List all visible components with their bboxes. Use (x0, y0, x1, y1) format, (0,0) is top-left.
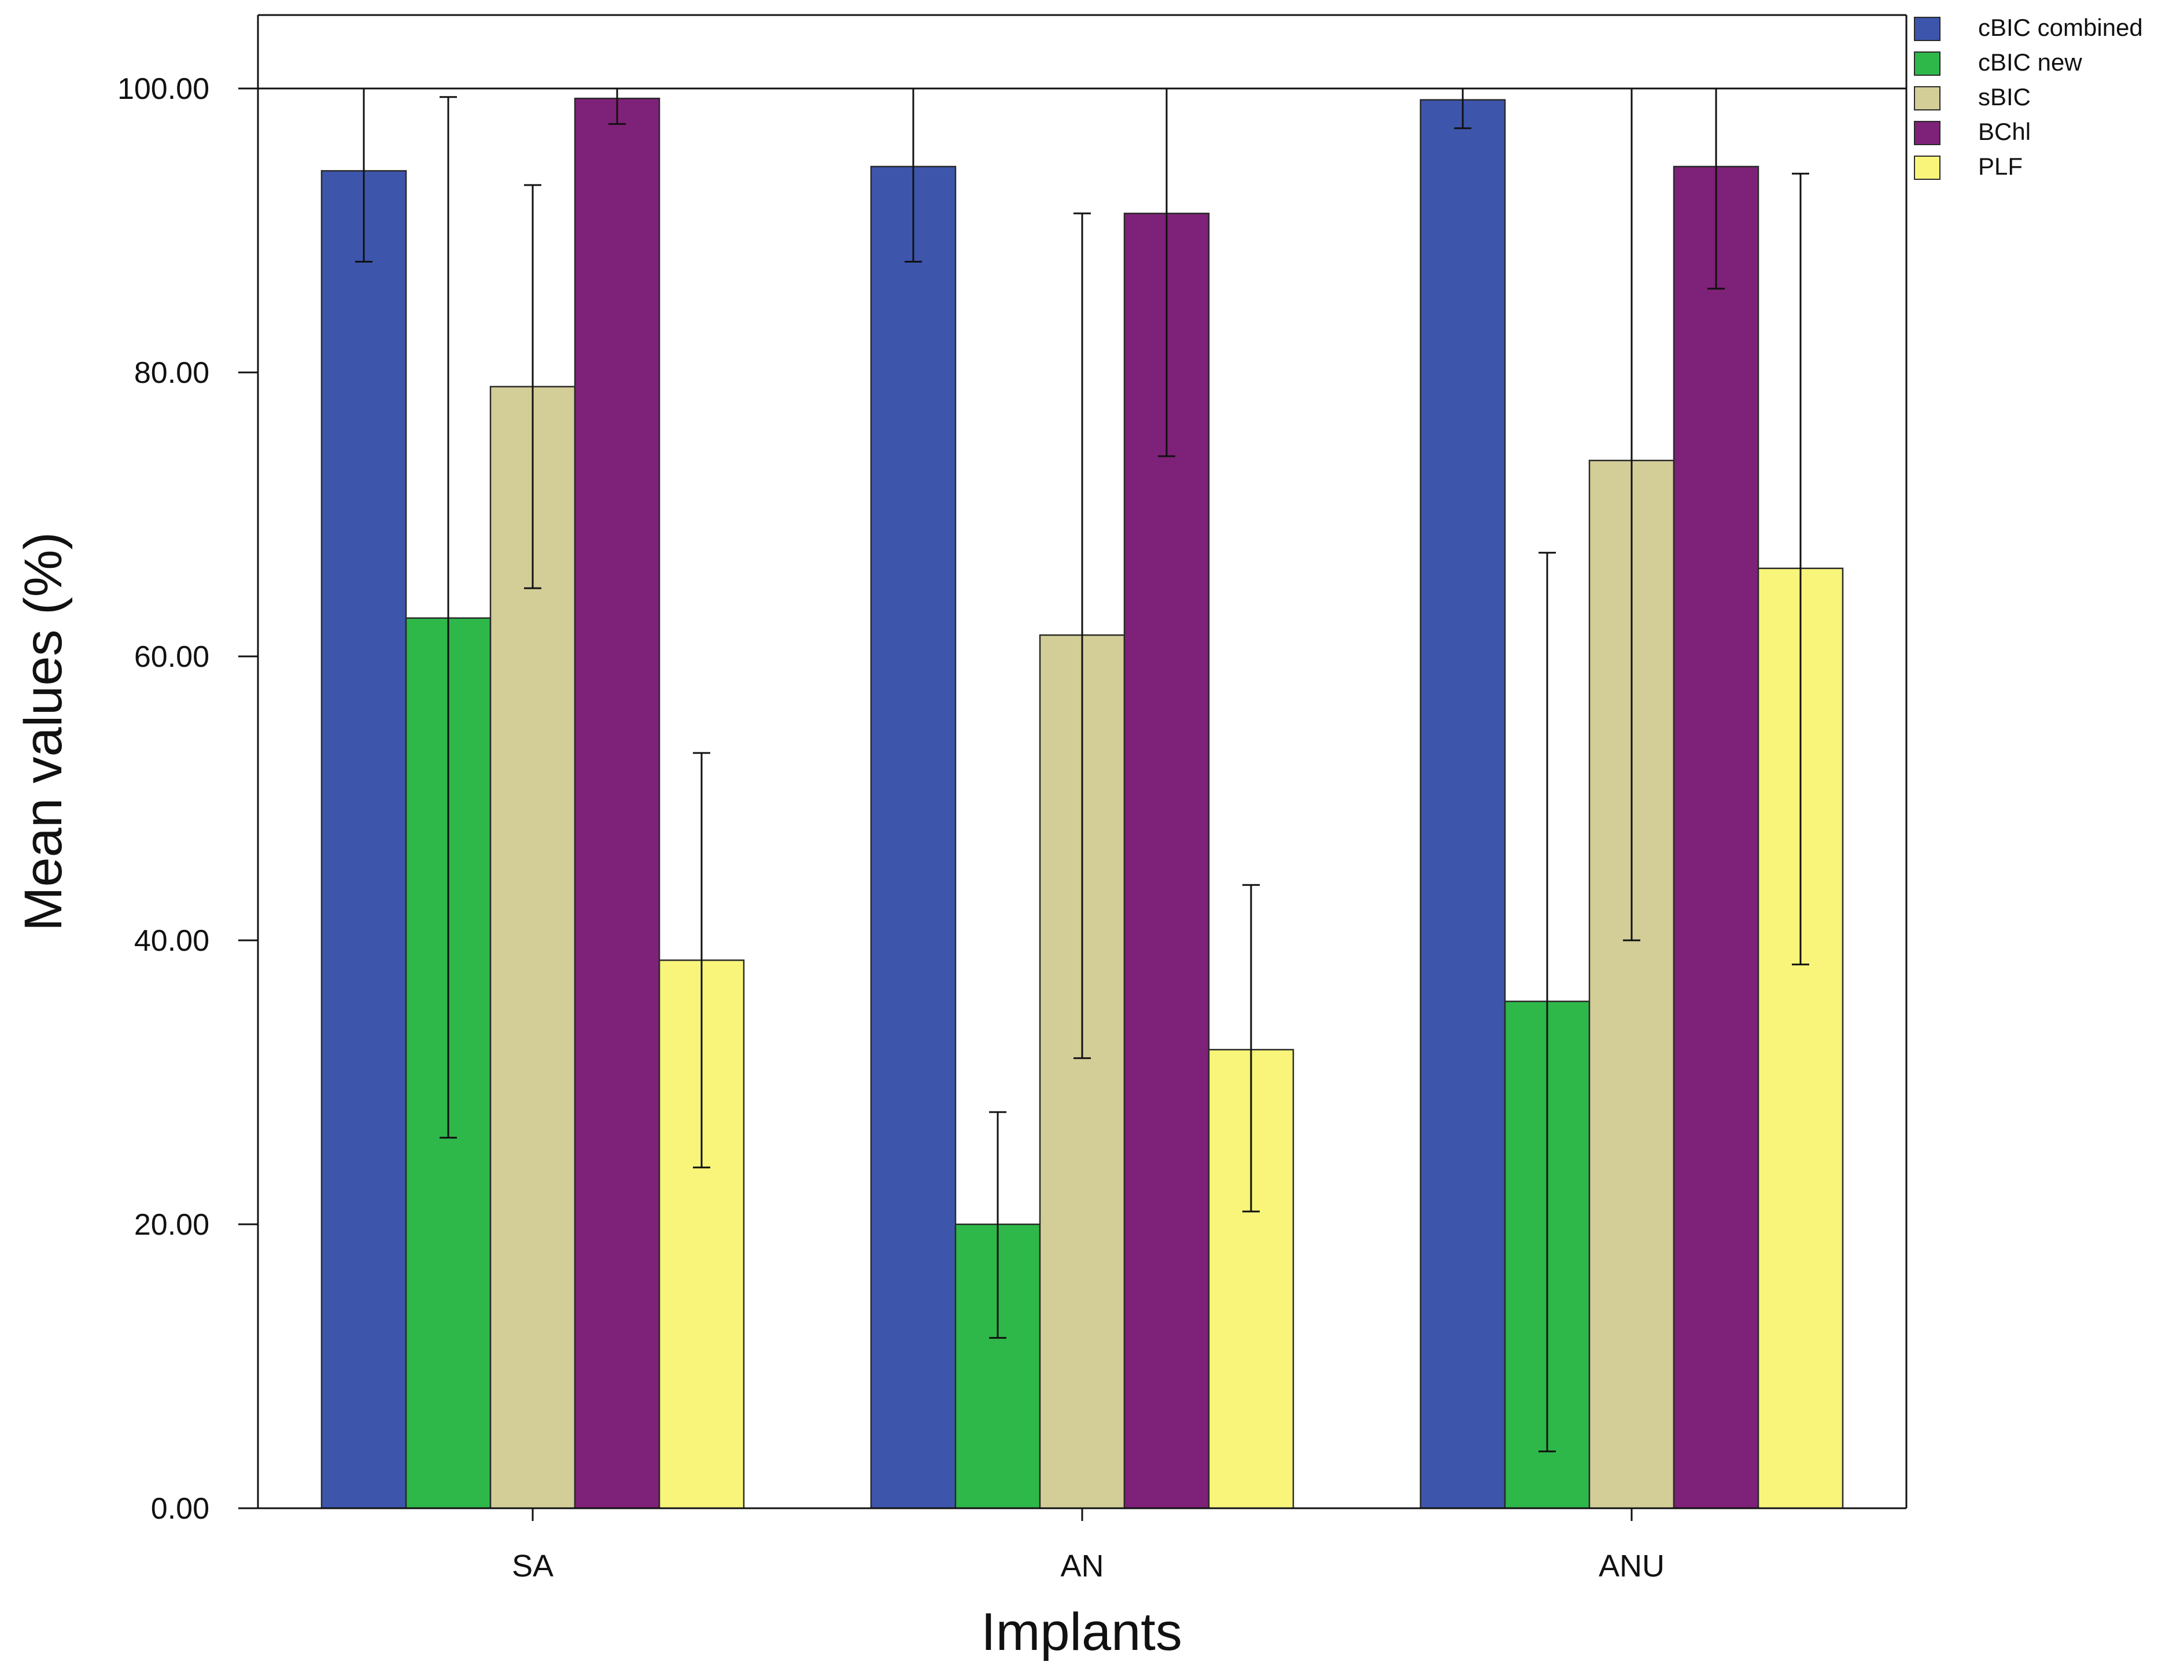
error-bar-cbic-new-sa (440, 96, 457, 1139)
legend-swatch (1914, 121, 1940, 145)
y-tick-label: 80.00 (134, 356, 209, 390)
x-category-label: ANU (1599, 1549, 1665, 1583)
error-bar-bchl-an (1158, 88, 1175, 457)
legend-swatch (1914, 17, 1940, 41)
legend-item-bchl: BChl (1914, 118, 2031, 145)
error-bar-cbic-new-an (989, 1111, 1006, 1339)
error-bar-sbic-sa (524, 184, 541, 589)
error-bar-sbic-an (1073, 212, 1091, 1059)
legend-item-plf: PLF (1914, 153, 2023, 180)
legend-label: BChl (1978, 118, 2031, 145)
error-bar-cbic-combined-anu (1454, 88, 1471, 130)
y-tick-label: 40.00 (134, 924, 209, 958)
bar-bchl-sa (574, 97, 661, 1509)
error-bar-cbic-combined-an (905, 88, 922, 263)
legend-swatch (1914, 86, 1940, 110)
legend-label: cBIC new (1978, 49, 2082, 76)
error-bar-bchl-sa (608, 88, 626, 125)
legend-label: PLF (1978, 153, 2023, 180)
error-bar-sbic-anu (1623, 88, 1640, 941)
legend-item-cbic-new: cBIC new (1914, 49, 2082, 76)
x-axis-title: Implants (981, 1603, 1182, 1661)
y-tick-label: 20.00 (134, 1208, 209, 1242)
bars-layer (320, 97, 1844, 1509)
error-bar-cbic-combined-sa (355, 88, 372, 263)
y-tick-label: 100.00 (117, 72, 209, 106)
legend-label: sBIC (1978, 83, 2031, 110)
x-categories-layer: SA AN ANU (512, 1508, 1665, 1583)
y-tick-label: 60.00 (134, 640, 209, 674)
legend-item-cbic-combined: cBIC combined (1914, 14, 2143, 41)
error-bar-bchl-anu (1707, 88, 1725, 290)
bar-cbic-combined-anu (1419, 99, 1506, 1509)
x-category-label: AN (1060, 1549, 1104, 1583)
error-bar-plf-an (1242, 884, 1260, 1213)
bar-bchl-anu (1673, 165, 1759, 1509)
legend-swatch (1914, 156, 1940, 180)
axes-layer (238, 14, 1908, 1509)
legend: cBIC combined cBIC new sBIC BChl PLF (1914, 14, 2143, 180)
legend-item-sbic: sBIC (1914, 83, 2031, 110)
bar-cbic-combined-an (870, 165, 957, 1509)
bar-cbic-combined-sa (320, 170, 407, 1509)
y-tick-label: 0.00 (151, 1492, 209, 1526)
y-axis-title: Mean values (%) (14, 532, 73, 931)
legend-swatch (1914, 51, 1940, 76)
x-category-label: SA (512, 1549, 554, 1583)
y-ticks-layer: 0.00 20.00 40.00 60.00 80.00 100.00 (117, 72, 258, 1526)
error-bar-cbic-new-anu (1539, 552, 1556, 1453)
error-bar-plf-sa (693, 752, 710, 1169)
error-bars-layer (355, 88, 1809, 1453)
legend-label: cBIC combined (1978, 14, 2143, 41)
error-bar-plf-anu (1792, 172, 1809, 966)
